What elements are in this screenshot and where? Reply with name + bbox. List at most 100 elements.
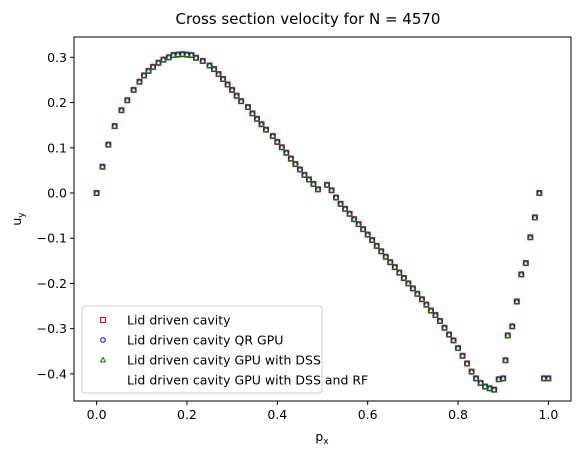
- legend-entry: Lid driven cavity GPU with DSS and RF: [102, 373, 368, 388]
- data-point: [524, 262, 527, 265]
- data-point: [226, 83, 229, 86]
- data-point: [160, 55, 167, 63]
- data-point: [251, 112, 254, 115]
- data-point: [359, 225, 367, 232]
- data-point: [436, 317, 444, 324]
- data-point: [165, 53, 173, 60]
- data-point: [170, 51, 177, 58]
- data-point: [219, 75, 227, 82]
- data-point: [328, 186, 335, 193]
- x-tick-label: 0.6: [358, 407, 378, 422]
- data-point: [509, 322, 516, 329]
- data-point: [303, 173, 306, 176]
- data-point: [502, 356, 509, 363]
- data-point: [312, 182, 315, 185]
- data-point: [387, 258, 394, 265]
- legend-marker: [100, 317, 106, 323]
- legend-label: Lid driven cavity: [127, 313, 231, 328]
- data-point: [493, 388, 496, 391]
- data-point: [162, 58, 165, 61]
- data-point: [402, 277, 405, 280]
- y-tick-label: −0.1: [37, 231, 67, 246]
- legend-entry: Lid driven cavity GPU with DSS: [99, 353, 321, 368]
- data-point: [488, 387, 491, 390]
- data-point: [280, 146, 283, 149]
- data-point: [233, 92, 240, 99]
- y-axis-ticks: −0.4 −0.3 −0.2 −0.1 0.0 0.1 0.2 0.3: [37, 50, 74, 381]
- data-point: [520, 273, 523, 276]
- y-tick-label: 0.0: [47, 186, 67, 201]
- data-point: [518, 270, 525, 277]
- data-point: [371, 239, 374, 242]
- data-point: [244, 103, 252, 110]
- data-point: [540, 374, 548, 381]
- data-point: [445, 330, 453, 337]
- data-point: [337, 200, 344, 207]
- data-point: [283, 149, 290, 156]
- data-point: [269, 132, 277, 139]
- data-point: [120, 109, 123, 112]
- data-point: [167, 56, 170, 59]
- data-point: [265, 128, 268, 131]
- series-3: [93, 50, 552, 393]
- data-point: [183, 50, 191, 58]
- data-point: [147, 69, 150, 72]
- data-point: [192, 54, 200, 61]
- data-point: [511, 325, 514, 328]
- data-point: [298, 168, 301, 171]
- data-point: [547, 377, 550, 380]
- data-point: [495, 375, 502, 382]
- data-point: [452, 339, 455, 342]
- data-point: [181, 53, 184, 56]
- data-point: [294, 163, 297, 166]
- data-point: [208, 64, 211, 67]
- y-tick-label: 0.2: [47, 95, 67, 110]
- data-point: [529, 236, 532, 239]
- y-tick-label: −0.4: [37, 366, 67, 381]
- data-point: [213, 68, 216, 71]
- data-point: [393, 266, 396, 269]
- data-point: [409, 284, 417, 291]
- data-point: [199, 57, 207, 64]
- x-axis-ticks: 0.0 0.2 0.4 0.6 0.8 1.0: [87, 401, 558, 422]
- data-point: [335, 196, 338, 199]
- data-point: [353, 218, 356, 221]
- data-point: [235, 94, 238, 97]
- data-point: [396, 268, 403, 275]
- legend-marker: [102, 379, 104, 381]
- data-point: [339, 202, 342, 205]
- data-point: [378, 247, 385, 254]
- data-point: [438, 319, 441, 322]
- data-point: [506, 334, 509, 337]
- data-point: [258, 120, 265, 127]
- data-point: [472, 374, 480, 381]
- data-point: [188, 51, 195, 58]
- data-point: [484, 385, 487, 388]
- data-point: [477, 379, 484, 386]
- data-point: [479, 381, 482, 384]
- data-point: [366, 233, 369, 236]
- data-point: [398, 271, 401, 274]
- data-point: [307, 178, 310, 181]
- data-point: [504, 331, 511, 338]
- x-tick-label: 0.0: [87, 407, 107, 422]
- data-point: [407, 282, 410, 285]
- x-axis-label-base: p: [315, 429, 323, 444]
- data-point: [423, 301, 430, 308]
- x-tick-label: 0.8: [448, 407, 468, 422]
- data-point: [95, 192, 98, 194]
- x-tick-label: 0.2: [177, 407, 197, 422]
- data-point: [130, 86, 137, 93]
- y-tick-label: 0.3: [47, 50, 67, 65]
- data-point: [522, 259, 530, 266]
- data-point: [434, 314, 437, 317]
- data-point: [420, 298, 423, 301]
- data-point: [326, 183, 329, 186]
- data-point: [362, 228, 365, 231]
- data-point: [310, 180, 317, 187]
- data-point: [486, 384, 493, 391]
- plot-frame: [73, 36, 572, 402]
- data-point: [448, 333, 451, 336]
- data-point: [124, 96, 131, 103]
